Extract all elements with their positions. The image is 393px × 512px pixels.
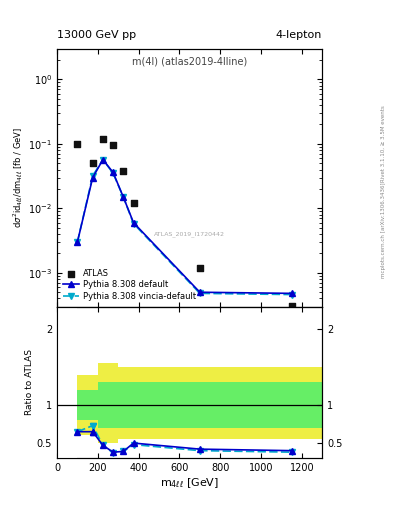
Text: Rivet 3.1.10, ≥ 3.5M events: Rivet 3.1.10, ≥ 3.5M events xyxy=(381,105,386,182)
ATLAS xyxy=(100,135,106,143)
Pythia 8.308 default xyxy=(197,289,202,295)
Text: mcplots.cern.ch [arXiv:1306.3436]: mcplots.cern.ch [arXiv:1306.3436] xyxy=(381,183,386,278)
Pythia 8.308 default xyxy=(101,157,105,163)
Pythia 8.308 default xyxy=(75,239,80,245)
Pythia 8.308 default xyxy=(289,290,294,296)
Text: m(4l) (atlas2019-4lline): m(4l) (atlas2019-4lline) xyxy=(132,56,247,67)
Pythia 8.308 vincia-default xyxy=(111,170,116,176)
Pythia 8.308 vincia-default xyxy=(90,173,95,179)
ATLAS xyxy=(130,199,137,207)
ATLAS xyxy=(90,159,96,167)
Text: 4-lepton: 4-lepton xyxy=(276,30,322,40)
Pythia 8.308 vincia-default xyxy=(131,221,136,227)
Line: Pythia 8.308 vincia-default: Pythia 8.308 vincia-default xyxy=(74,157,295,297)
Pythia 8.308 vincia-default xyxy=(101,157,105,163)
Pythia 8.308 default xyxy=(90,175,95,181)
Pythia 8.308 default xyxy=(111,169,116,176)
Text: ATLAS_2019_I1720442: ATLAS_2019_I1720442 xyxy=(154,231,225,237)
Pythia 8.308 vincia-default xyxy=(121,194,126,200)
Text: 13000 GeV pp: 13000 GeV pp xyxy=(57,30,136,40)
ATLAS xyxy=(120,167,127,175)
Pythia 8.308 default xyxy=(121,194,126,200)
Y-axis label: d$\sigma^{2}$id$_{4\ell\ell}$/dm$_{4\ell\ell}$ [fb / GeV]: d$\sigma^{2}$id$_{4\ell\ell}$/dm$_{4\ell… xyxy=(11,127,26,228)
Y-axis label: Ratio to ATLAS: Ratio to ATLAS xyxy=(25,349,34,415)
ATLAS xyxy=(110,141,116,150)
ATLAS xyxy=(288,302,295,310)
Line: Pythia 8.308 default: Pythia 8.308 default xyxy=(74,157,295,296)
Pythia 8.308 vincia-default xyxy=(197,290,202,296)
Pythia 8.308 vincia-default xyxy=(289,291,294,297)
Pythia 8.308 vincia-default xyxy=(75,239,80,245)
Legend: ATLAS, Pythia 8.308 default, Pythia 8.308 vincia-default: ATLAS, Pythia 8.308 default, Pythia 8.30… xyxy=(61,267,198,303)
ATLAS xyxy=(196,264,203,272)
X-axis label: m$_{4\ell\ell}$ [GeV]: m$_{4\ell\ell}$ [GeV] xyxy=(160,476,219,489)
ATLAS xyxy=(74,140,81,148)
Pythia 8.308 default xyxy=(131,220,136,226)
